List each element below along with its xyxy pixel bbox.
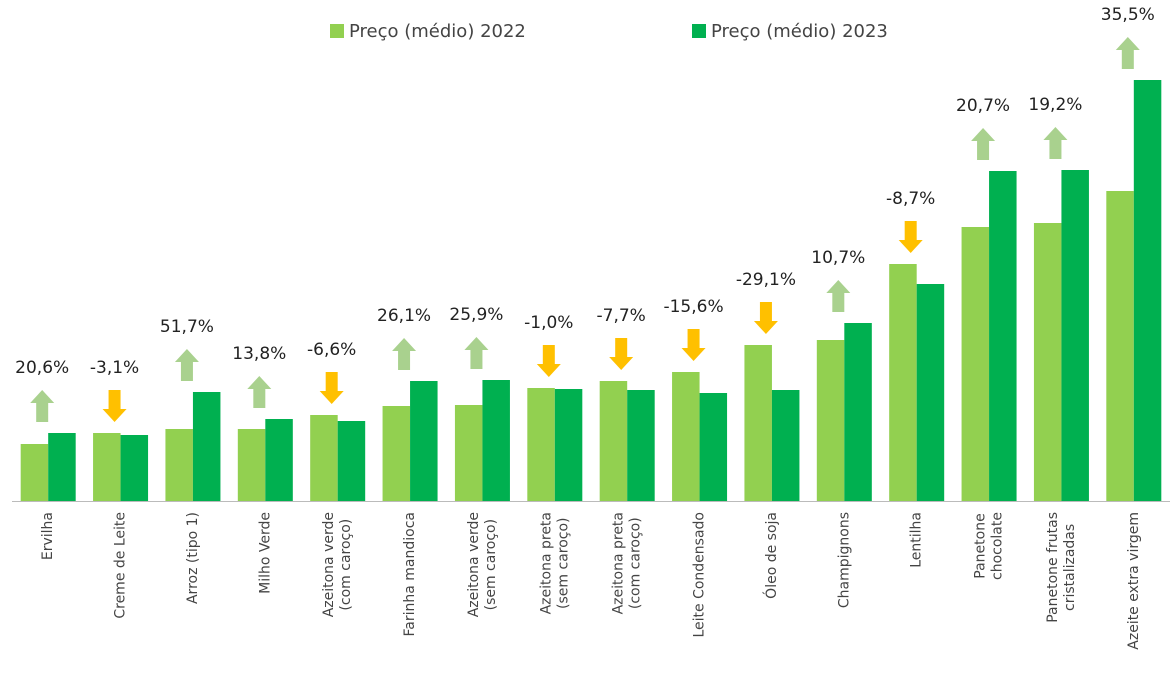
legend-label: Preço (médio) 2023 (711, 21, 888, 42)
change-label: 19,2% (1028, 95, 1082, 115)
x-tick-label: chocolate (990, 512, 1006, 580)
bar (1106, 191, 1134, 501)
change-label: 20,6% (15, 358, 69, 378)
x-tick-label: Creme de Leite (113, 512, 129, 619)
bar (1133, 80, 1162, 501)
bar (454, 405, 483, 501)
change-label: 35,5% (1101, 5, 1155, 25)
change-arrow (898, 221, 923, 253)
bar (889, 264, 917, 501)
x-tick-label: Azeitona verde (466, 512, 482, 617)
x-tick-label: Farinha mandioca (402, 512, 418, 636)
bar (1033, 223, 1062, 501)
x-tick-label: Champignons (836, 512, 852, 608)
bar (310, 415, 338, 501)
change-arrow (102, 390, 127, 422)
change-label: 10,7% (811, 248, 865, 268)
legend-swatch (692, 24, 706, 38)
x-tick-label: (com caroço) (338, 519, 354, 611)
bar (599, 381, 628, 501)
bar (120, 435, 149, 501)
change-label: 25,9% (449, 305, 503, 325)
change-arrow (464, 337, 489, 369)
bar (265, 419, 293, 501)
x-tick-label: Óleo de soja (762, 512, 780, 599)
bar (844, 323, 872, 501)
change-arrow (392, 338, 417, 370)
bar (916, 284, 945, 501)
bar (961, 227, 990, 501)
x-tick-label: (sem caroço) (555, 517, 571, 608)
bar (527, 388, 555, 501)
x-tick-label: (sem caroço) (483, 519, 499, 610)
bar (989, 171, 1017, 501)
x-tick-label: Arroz (tipo 1) (185, 512, 201, 604)
change-arrow (971, 128, 996, 160)
bar (337, 421, 366, 501)
change-label: -6,6% (307, 340, 356, 360)
x-tick-label: Azeite extra virgem (1126, 512, 1142, 650)
bar (48, 433, 76, 501)
bar (165, 429, 193, 501)
x-tick-label: Milho Verde (257, 512, 273, 594)
change-arrow (1043, 127, 1068, 159)
change-arrow (247, 376, 272, 408)
bar (744, 345, 772, 501)
bar (816, 340, 845, 501)
change-label: 51,7% (160, 317, 214, 337)
bar (1061, 170, 1089, 501)
x-tick-label: cristalizadas (1062, 524, 1078, 611)
change-label: 26,1% (377, 306, 431, 326)
bar (771, 390, 800, 501)
change-arrow (319, 372, 344, 404)
legend-label: Preço (médio) 2022 (349, 21, 526, 42)
bar (93, 433, 121, 501)
bar (699, 393, 728, 501)
x-tick-label: Azeitona preta (611, 512, 627, 614)
x-tick-label: Panetone frutas (1045, 512, 1061, 623)
change-arrow (826, 280, 851, 312)
change-label: -3,1% (90, 358, 139, 378)
change-label: -29,1% (736, 270, 796, 290)
bar (410, 381, 438, 501)
change-label: -1,0% (524, 313, 573, 333)
x-tick-label: Azeitona verde (321, 512, 337, 617)
change-label: 13,8% (232, 344, 286, 364)
change-arrow (536, 345, 561, 377)
legend-swatch (330, 24, 344, 38)
bar (672, 372, 700, 501)
bar (627, 390, 655, 501)
bar (20, 444, 49, 501)
x-tick-label: Ervilha (40, 512, 56, 560)
change-arrow (753, 302, 778, 334)
bar (192, 392, 221, 501)
x-tick-label: Lentilha (909, 512, 925, 568)
change-label: -15,6% (663, 297, 723, 317)
bar (554, 389, 583, 501)
x-tick-label: Panetone (973, 513, 989, 578)
bar (382, 406, 411, 501)
change-arrow (30, 390, 55, 422)
change-label: -8,7% (886, 189, 935, 209)
x-tick-label: Leite Condensado (692, 512, 708, 638)
change-arrow (609, 338, 634, 370)
bar (237, 429, 266, 501)
change-arrow (174, 349, 199, 381)
x-tick-label: Azeitona preta (538, 512, 554, 614)
change-arrow (681, 329, 706, 361)
change-arrow (1115, 37, 1140, 69)
change-label: -7,7% (597, 306, 646, 326)
bar (482, 380, 510, 501)
change-label: 20,7% (956, 96, 1010, 116)
x-tick-label: (com caroço) (628, 517, 644, 609)
